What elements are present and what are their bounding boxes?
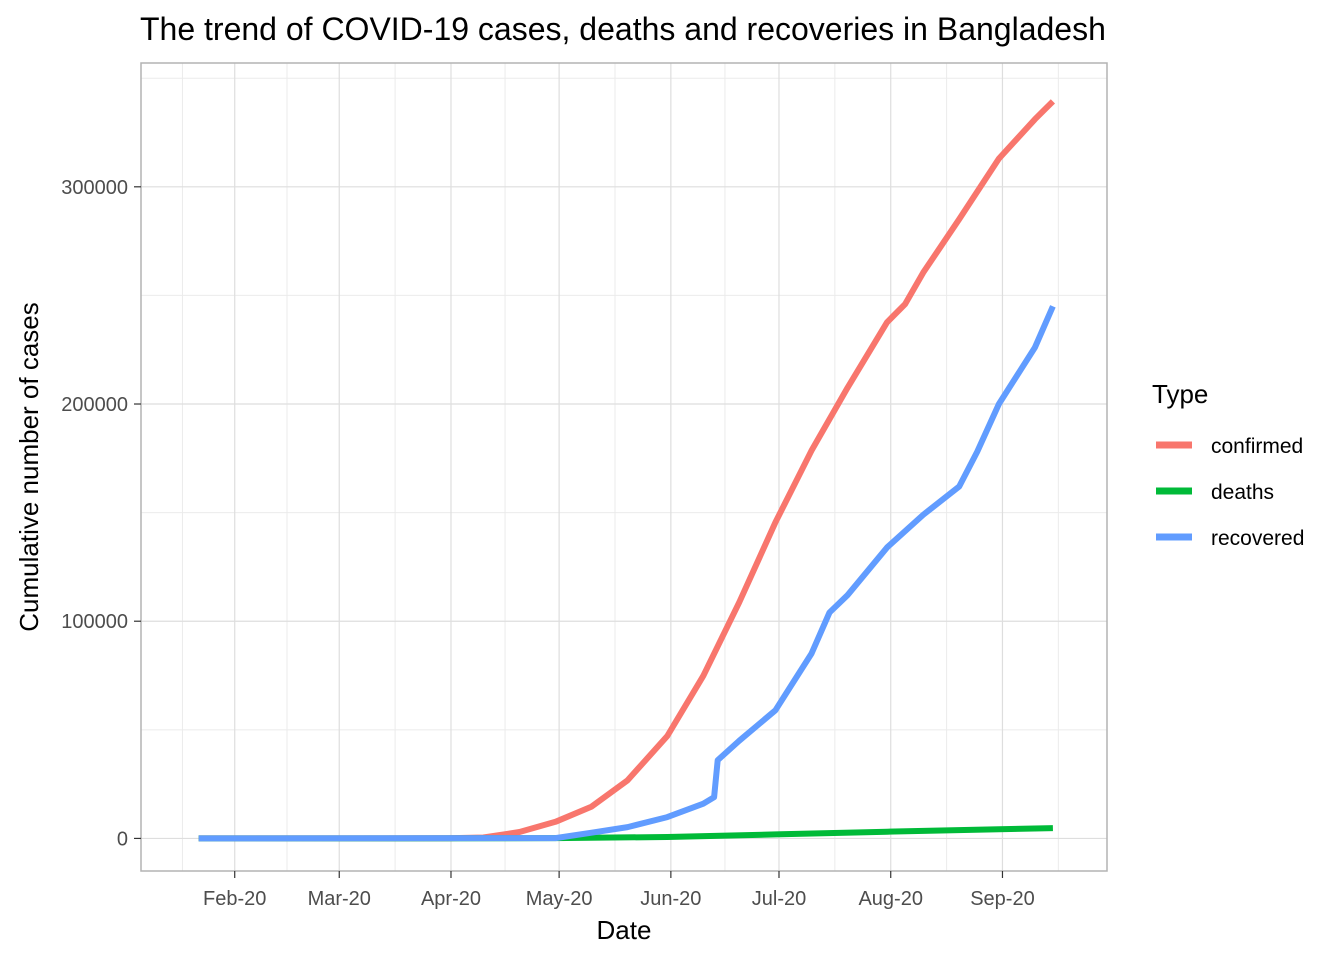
y-axis-ticks: 0 100000 200000 300000	[61, 177, 141, 850]
x-tick-label: Feb-20	[203, 888, 266, 910]
x-tick-label: Jun-20	[640, 888, 701, 910]
x-axis-title: Date	[597, 915, 652, 945]
y-tick-label: 300000	[61, 177, 128, 199]
x-tick-label: Apr-20	[421, 888, 481, 910]
legend-label-recovered: recovered	[1211, 527, 1304, 550]
plot-border	[140, 62, 1108, 872]
legend-label-deaths: deaths	[1211, 481, 1274, 504]
x-tick-label: Jul-20	[752, 888, 806, 910]
x-tick-label: Aug-20	[858, 888, 923, 910]
plot-panel	[141, 63, 1107, 871]
series-lines	[198, 99, 1056, 842]
x-tick-label: May-20	[526, 888, 593, 910]
y-tick-label: 100000	[61, 611, 128, 633]
grid-lines	[141, 63, 1107, 871]
x-axis-ticks: Feb-20 Mar-20 Apr-20 May-20 Jun-20 Jul-20 Aug-…	[203, 871, 1035, 910]
series-line-recovered	[198, 305, 1056, 842]
legend-label-confirmed: confirmed	[1211, 435, 1303, 458]
legend-items: confirmed deaths recovered	[1156, 435, 1304, 550]
y-tick-label: 0	[117, 828, 128, 850]
x-tick-label: Sep-20	[970, 888, 1035, 910]
legend-title: Type	[1152, 379, 1208, 409]
y-axis-title: Cumulative number of cases	[14, 302, 44, 631]
chart-title: The trend of COVID-19 cases, deaths and …	[140, 11, 1106, 47]
y-tick-label: 200000	[61, 394, 128, 416]
legend: Type confirmed deaths recovered	[1152, 379, 1304, 550]
x-tick-label: Mar-20	[308, 888, 371, 910]
